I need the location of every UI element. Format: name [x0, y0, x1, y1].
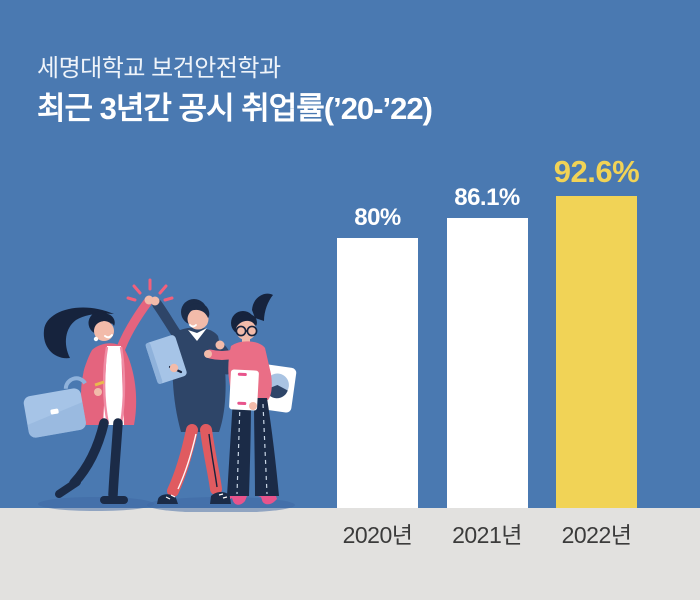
- bar-column-3: 92.6% 2022년: [554, 0, 640, 600]
- bar-value-label: 80%: [354, 204, 401, 231]
- bar-value-label: 86.1%: [454, 184, 520, 211]
- bar-category-label: 2020년: [342, 522, 413, 548]
- clipboard-icon: [229, 369, 259, 411]
- title-block: 세명대학교 보건안전학과 최근 3년간 공시 취업률(’20-’22): [37, 54, 433, 129]
- highfive-spark-icon: [126, 278, 174, 302]
- bar-value-label: 92.6%: [553, 154, 640, 189]
- bar-column-1: 80% 2020년: [337, 0, 418, 600]
- glasses-icon: [235, 325, 258, 337]
- bar-2022년: [556, 196, 637, 508]
- bar-category-label: 2021년: [452, 522, 522, 548]
- woman-left: [23, 295, 154, 504]
- bar-column-2: 86.1% 2021년: [446, 0, 528, 600]
- tablet-icon: [145, 335, 187, 384]
- floor: [0, 508, 700, 600]
- subtitle: 세명대학교 보건안전학과: [37, 55, 281, 82]
- woman-right: [204, 293, 297, 505]
- bar-2020년: [337, 238, 418, 508]
- bar-category-label: 2022년: [561, 522, 632, 548]
- bar-2021년: [446, 218, 528, 508]
- briefcase-icon: [23, 376, 87, 438]
- man-center: [145, 296, 233, 504]
- people-highfive-illustration: [23, 278, 297, 512]
- page-title: 최근 3년간 공시 취업률(’20-’22): [37, 91, 433, 126]
